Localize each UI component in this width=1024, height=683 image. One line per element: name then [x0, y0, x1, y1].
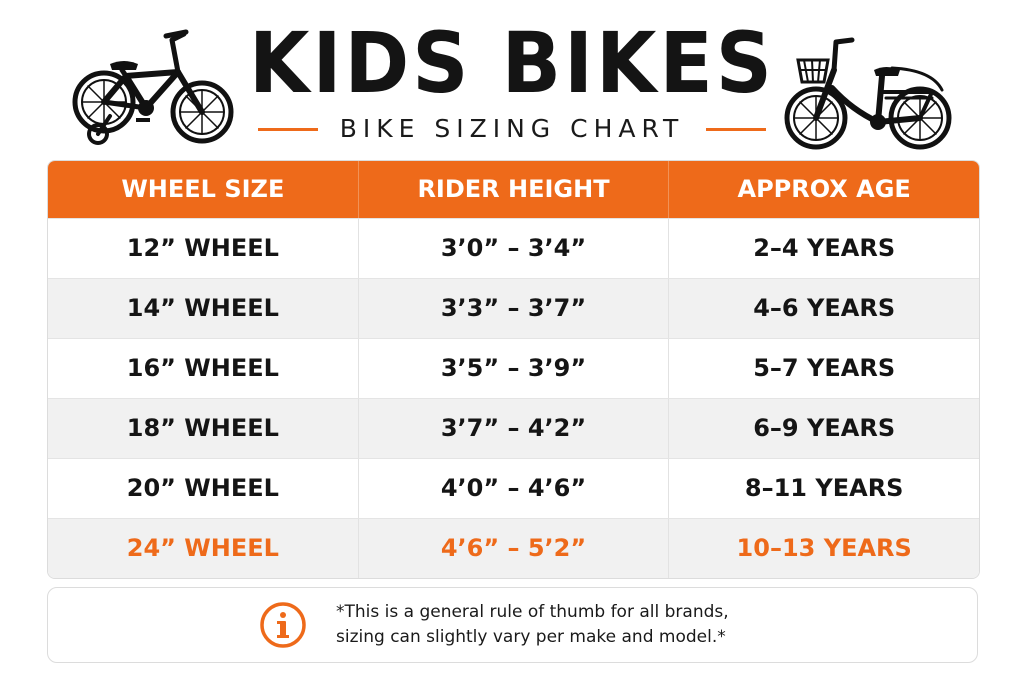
- wheel-size-cell: 16” WHEEL: [48, 339, 359, 398]
- disclaimer-line-2: sizing can slightly vary per make and mo…: [336, 627, 726, 647]
- wheel-size-cell: 20” WHEEL: [48, 459, 359, 518]
- table-row: 14” WHEEL 3’3” – 3’7” 4–6 YEARS: [48, 278, 979, 338]
- approx-age-cell: 8–11 YEARS: [744, 474, 904, 502]
- table-row: 16” WHEEL 3’5” – 3’9” 5–7 YEARS: [48, 338, 979, 398]
- column-header-rider-height: RIDER HEIGHT: [359, 161, 670, 218]
- approx-age-cell: 6–9 YEARS: [753, 414, 896, 442]
- subtitle-divider-right: [706, 127, 767, 131]
- disclaimer-line-1: *This is a general rule of thumb for all…: [336, 602, 729, 622]
- rider-height-cell: 3’0” – 3’4”: [359, 219, 670, 278]
- column-header-wheel-size: WHEEL SIZE: [48, 161, 359, 218]
- wheel-size-cell: 14” WHEEL: [48, 279, 359, 338]
- wheel-size-cell: 18” WHEEL: [48, 399, 359, 458]
- rider-height-cell: 3’5” – 3’9”: [359, 339, 670, 398]
- table-header-row: WHEEL SIZE RIDER HEIGHT APPROX AGE: [48, 161, 979, 218]
- rider-height-cell: 4’6” – 5’2”: [359, 519, 670, 578]
- column-header-approx-age: APPROX AGE: [737, 175, 911, 203]
- info-icon: [260, 602, 306, 648]
- disclaimer-note: *This is a general rule of thumb for all…: [47, 587, 978, 663]
- approx-age-cell: 10–13 YEARS: [736, 534, 912, 562]
- approx-age-cell: 4–6 YEARS: [753, 294, 896, 322]
- table-row: 18” WHEEL 3’7” – 4’2” 6–9 YEARS: [48, 398, 979, 458]
- disclaimer-text: *This is a general rule of thumb for all…: [336, 600, 729, 650]
- approx-age-cell: 2–4 YEARS: [753, 234, 896, 262]
- table-row-highlighted: 24” WHEEL 4’6” – 5’2” 10–13 YEARS: [48, 518, 979, 578]
- kids-bike-with-basket-icon: [784, 37, 952, 150]
- wheel-size-cell: 12” WHEEL: [48, 219, 359, 278]
- page-title: KIDS BIKES: [249, 15, 775, 113]
- kids-bike-with-training-wheels-icon: [72, 29, 234, 145]
- table-row: 20” WHEEL 4’0” – 4’6” 8–11 YEARS: [48, 458, 979, 518]
- rider-height-cell: 4’0” – 4’6”: [359, 459, 670, 518]
- rider-height-cell: 3’7” – 4’2”: [359, 399, 670, 458]
- subtitle-divider-left: [257, 127, 318, 131]
- page-subtitle: BIKE SIZING CHART: [339, 114, 685, 143]
- subtitle-row: BIKE SIZING CHART: [0, 112, 1024, 146]
- sizing-table: WHEEL SIZE RIDER HEIGHT APPROX AGE 12” W…: [47, 160, 980, 579]
- table-row: 12” WHEEL 3’0” – 3’4” 2–4 YEARS: [48, 218, 979, 278]
- approx-age-cell: 5–7 YEARS: [753, 354, 896, 382]
- rider-height-cell: 3’3” – 3’7”: [359, 279, 670, 338]
- wheel-size-cell: 24” WHEEL: [48, 519, 359, 578]
